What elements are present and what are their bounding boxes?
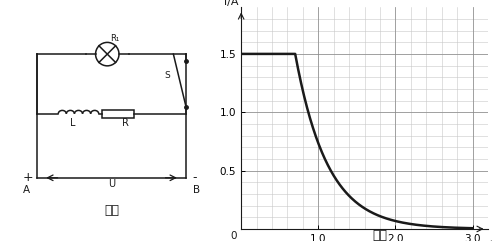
Text: -: - [192,171,197,184]
Text: S: S [164,71,170,80]
Text: L: L [70,118,76,127]
Text: i/A: i/A [224,0,239,7]
Text: A: A [23,185,30,195]
Text: 图甲: 图甲 [104,204,119,217]
Text: B: B [193,185,200,195]
Text: 图乙: 图乙 [372,229,387,241]
Text: 0: 0 [230,231,237,241]
Text: +: + [23,171,34,184]
Text: R: R [122,118,129,127]
Text: U: U [108,179,115,189]
Text: R₁: R₁ [110,34,120,43]
Bar [102,110,134,118]
Text: t/×10⁻¹s: t/×10⁻¹s [490,240,493,241]
